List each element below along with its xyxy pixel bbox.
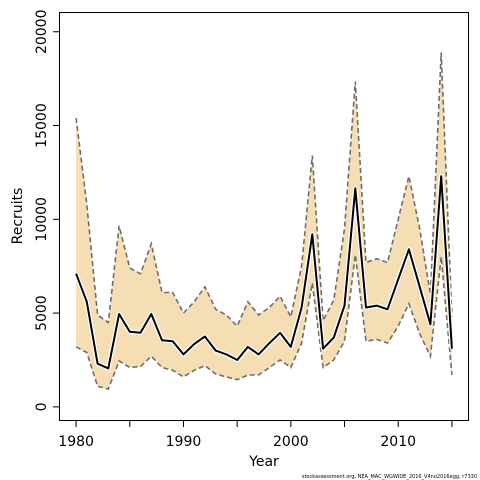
credit-text: stockassessment.org, NEA_MAC_WGWIDE_2016… <box>302 474 477 480</box>
y-tick-label-20000: 20000 <box>34 9 50 54</box>
y-tick-label-5000: 5000 <box>34 295 50 331</box>
y-axis-title: Recruits <box>10 188 26 245</box>
y-tick-label-10000: 10000 <box>34 197 50 242</box>
x-tick-label-1990: 1990 <box>166 434 202 450</box>
x-axis-title: Year <box>248 454 279 470</box>
y-tick-label-0: 0 <box>34 402 50 411</box>
x-tick-label-2010: 2010 <box>380 434 416 450</box>
estimate-line <box>75 175 453 370</box>
x-axis: 1980 1990 2000 2010 <box>58 420 453 450</box>
y-axis: 0 5000 10000 15000 20000 <box>34 9 60 411</box>
x-tick-label-2000: 2000 <box>273 434 309 450</box>
upper-bound-line <box>75 52 453 328</box>
x-tick-label-1980: 1980 <box>58 434 94 450</box>
y-tick-label-15000: 15000 <box>34 103 50 148</box>
series-line-layer <box>73 52 455 391</box>
